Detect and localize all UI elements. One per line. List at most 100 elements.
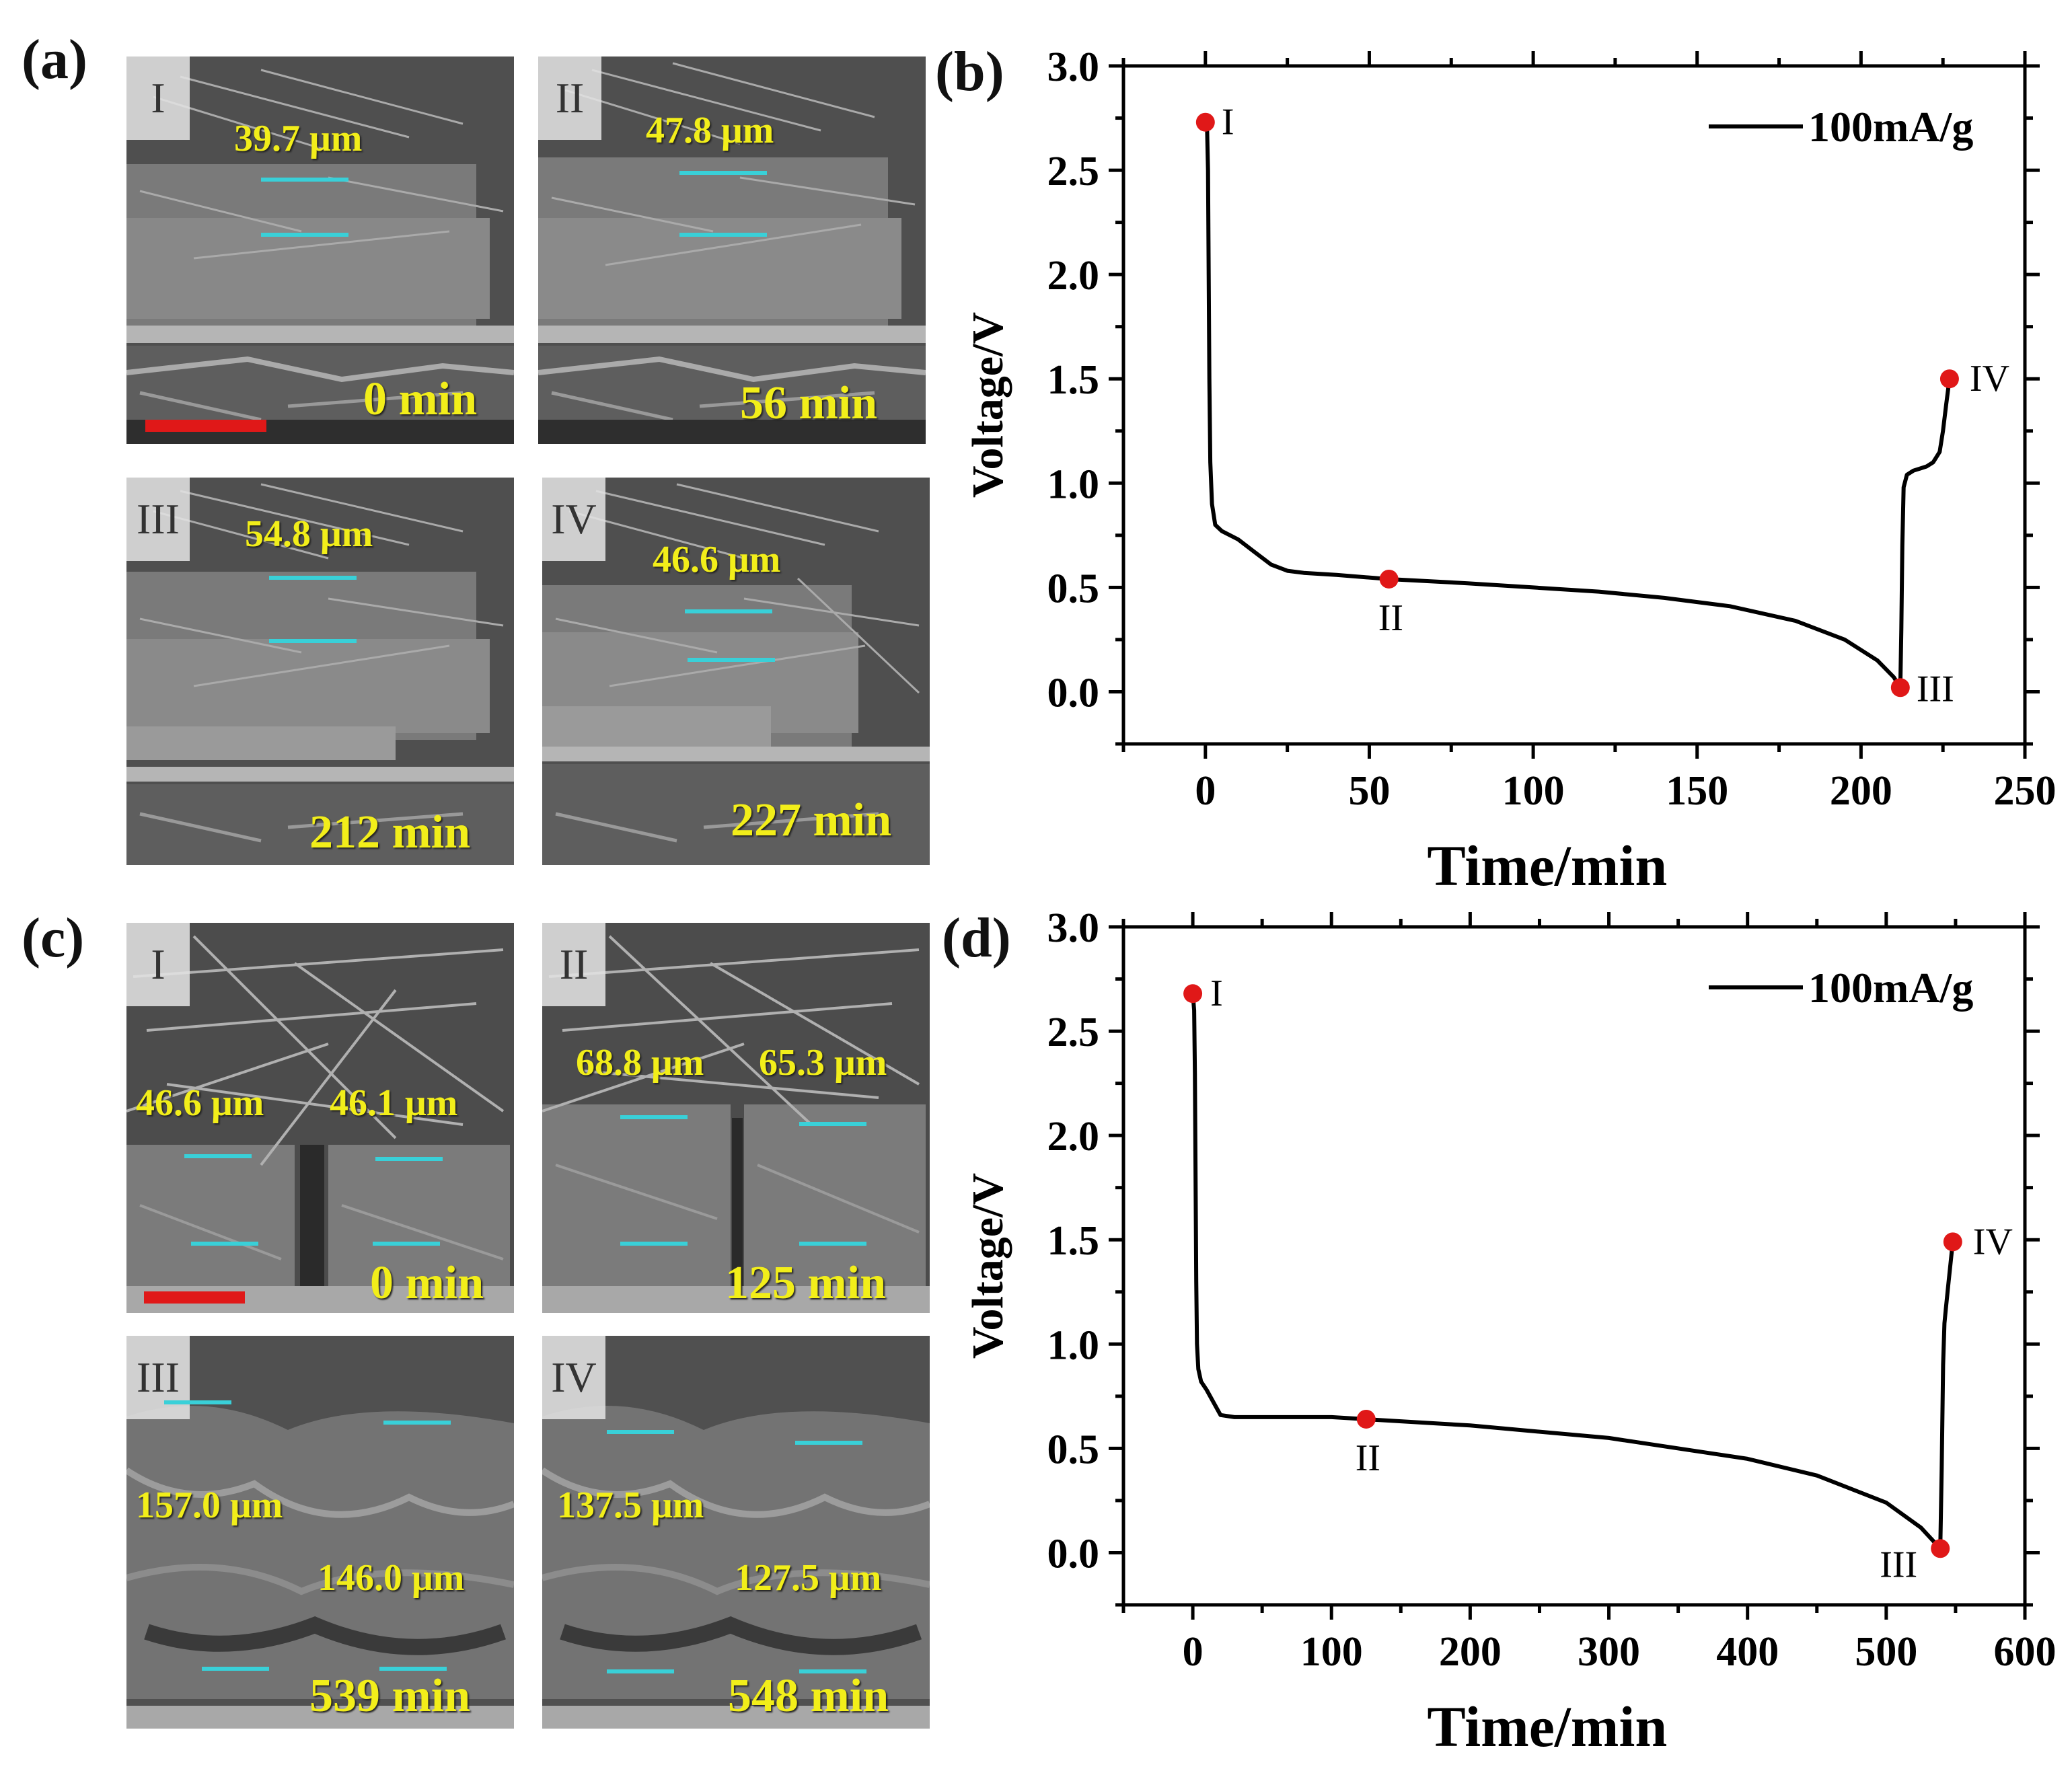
measure-line-top-right: [799, 1122, 866, 1126]
measure-line-top: [685, 609, 772, 613]
y-tick-label: 1.0: [1047, 1322, 1100, 1368]
x-tick-label: 0: [1183, 1629, 1204, 1675]
x-axis-label: Time/min: [1427, 1694, 1667, 1759]
scale-bar: [144, 1291, 245, 1304]
thickness-label: 54.8 μm: [245, 513, 373, 555]
state-marker-iii: [1890, 678, 1910, 697]
x-tick-label: 200: [1830, 768, 1892, 814]
measure-line-bottom-right: [379, 1667, 447, 1671]
sem-image-a-4: IV 46.6 μm 227 min: [542, 478, 930, 865]
thickness-label: 46.6 μm: [653, 539, 781, 580]
sem-roman-label: III: [126, 1336, 190, 1419]
sem-image-c-3: III 157.0 μm 146.0 μm 539 min: [126, 1336, 514, 1729]
state-marker-label: IV: [1970, 358, 2009, 400]
state-marker-iv: [1943, 1232, 1962, 1252]
y-tick-label: 3.0: [1047, 905, 1100, 951]
sem-roman-label: I: [126, 56, 190, 140]
measure-line-top-left: [184, 1154, 252, 1158]
measure-line-bottom: [679, 233, 767, 237]
measure-line-bottom-left: [202, 1667, 269, 1671]
y-tick-label: 2.5: [1047, 1010, 1100, 1055]
x-tick-label: 250: [1994, 768, 2057, 814]
measure-line-top-left: [620, 1115, 688, 1119]
measure-line-bottom-right: [373, 1242, 440, 1246]
y-tick-label: 1.5: [1047, 357, 1100, 403]
time-label: 212 min: [309, 806, 471, 858]
measure-line-bottom-left: [620, 1242, 688, 1246]
sem-roman-label: IV: [542, 1336, 605, 1419]
thickness-label-right: 46.1 μm: [330, 1082, 458, 1124]
measure-line-top-left: [607, 1430, 674, 1434]
y-tick-label: 3.0: [1047, 44, 1100, 90]
sem-image-a-3: III 54.8 μm 212 min: [126, 478, 514, 865]
time-label: 539 min: [309, 1670, 471, 1722]
thickness-label-right: 146.0 μm: [318, 1557, 465, 1599]
sem-image-c-4: IV 137.5 μm 127.5 μm 548 min: [542, 1336, 930, 1729]
measure-line-top: [261, 178, 348, 182]
y-tick-label: 1.0: [1047, 461, 1100, 507]
voltage-time-chart-d: 0 100 200 300 400 500 600 0.0 0.5 1.0 1.5 2.0 2.5 3.0…: [963, 905, 2057, 1759]
sem-roman-label: IV: [542, 478, 605, 561]
plot-frame: [1121, 64, 2027, 746]
panel-label-c: (c): [22, 907, 85, 969]
measure-line-bottom-left: [607, 1669, 674, 1673]
measure-line-top-left: [164, 1400, 231, 1404]
measure-line-bottom: [269, 639, 357, 643]
thickness-label-right: 127.5 μm: [735, 1557, 882, 1599]
measure-line-top-right: [383, 1421, 451, 1425]
measure-line-top-right: [795, 1441, 862, 1445]
y-axis-label: Voltage/V: [963, 312, 1012, 498]
thickness-label-left: 157.0 μm: [136, 1484, 283, 1526]
x-tick-label: 0: [1195, 768, 1216, 814]
time-label: 56 min: [740, 377, 878, 429]
state-marker-label: II: [1378, 597, 1403, 639]
sem-roman-label: III: [126, 478, 190, 561]
voltage-time-chart-b: 0 50 100 150 200 250 0.0 0.5 1.0 1.5 2.0 2.5 3.0 Time…: [963, 44, 2057, 898]
sem-roman-label: II: [542, 923, 605, 1006]
time-label: 0 min: [363, 373, 478, 425]
x-tick-label: 300: [1578, 1629, 1640, 1675]
measure-line-bottom-left: [191, 1242, 258, 1246]
thickness-label-left: 68.8 μm: [576, 1042, 704, 1084]
sem-image-c-2: II 68.8 μm 65.3 μm 125 min: [542, 923, 930, 1313]
panel-label-b: (b): [935, 40, 1004, 103]
state-marker-ii: [1356, 1409, 1376, 1429]
measure-line-bottom: [688, 658, 775, 662]
scale-bar: [145, 420, 266, 432]
x-tick-label: 400: [1716, 1629, 1779, 1675]
state-marker-label: I: [1210, 973, 1223, 1014]
series-line: [1203, 121, 1952, 690]
time-label: 548 min: [728, 1670, 889, 1722]
panel-label-a: (a): [22, 28, 87, 91]
panel-label-d: (d): [942, 907, 1011, 969]
y-tick-label: 2.5: [1047, 149, 1100, 194]
x-tick-label: 600: [1994, 1629, 2057, 1675]
y-tick-label: 2.0: [1047, 253, 1100, 299]
thickness-label: 47.8 μm: [646, 110, 774, 151]
x-tick-label: 100: [1300, 1629, 1363, 1675]
series-line: [1191, 993, 1955, 1551]
plot-frame: [1121, 925, 2027, 1607]
sem-image-a-2: II 47.8 μm 56 min: [538, 56, 926, 444]
sem-roman-label: I: [126, 923, 190, 1006]
y-tick-label: 0.0: [1047, 1531, 1100, 1577]
x-tick-label: 100: [1502, 768, 1565, 814]
state-marker-label: III: [1880, 1544, 1917, 1585]
state-marker-ii: [1379, 569, 1399, 589]
sem-image-c-1: I 46.6 μm 46.1 μm 0 min: [126, 923, 514, 1313]
measure-line-bottom-right: [799, 1242, 866, 1246]
measure-line-top: [679, 171, 767, 175]
y-tick-label: 2.0: [1047, 1114, 1100, 1160]
thickness-label: 39.7 μm: [234, 118, 363, 159]
state-marker-label: IV: [1973, 1221, 2013, 1262]
measure-line-top: [269, 576, 357, 580]
state-marker-i: [1183, 984, 1203, 1004]
state-marker-label: II: [1356, 1437, 1380, 1479]
state-marker-label: III: [1917, 668, 1954, 710]
measure-line-bottom-right: [799, 1669, 866, 1673]
state-marker-i: [1195, 112, 1215, 132]
thickness-label-left: 137.5 μm: [557, 1484, 704, 1526]
y-tick-label: 1.5: [1047, 1218, 1100, 1264]
x-axis-label: Time/min: [1427, 833, 1667, 898]
y-tick-label: 0.5: [1047, 1427, 1100, 1472]
